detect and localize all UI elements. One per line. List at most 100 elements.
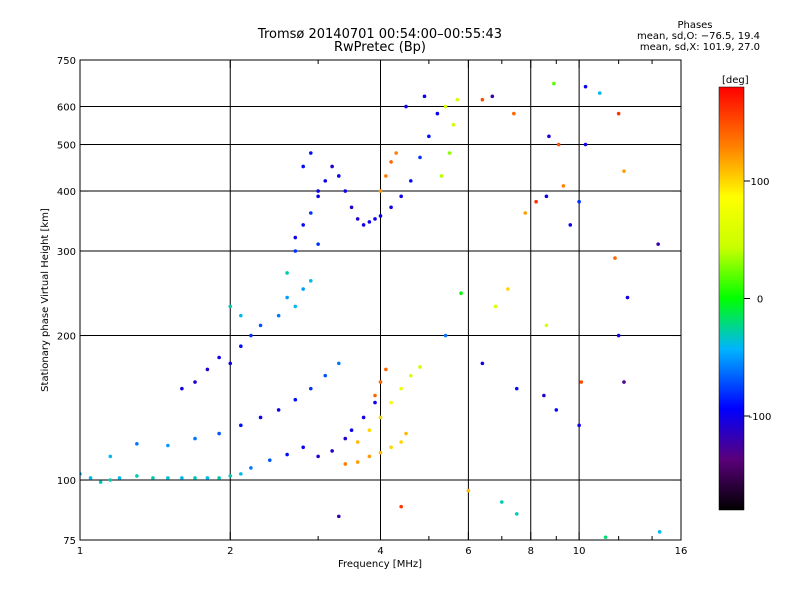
colorbar-tick-label: -100 xyxy=(749,412,772,423)
data-point xyxy=(217,431,221,436)
data-point xyxy=(389,205,393,210)
data-point xyxy=(480,97,485,102)
data-point xyxy=(285,295,289,300)
data-point xyxy=(180,476,184,480)
data-point xyxy=(408,179,413,183)
y-tick-label: 300 xyxy=(57,247,76,258)
data-point xyxy=(389,160,393,164)
data-point xyxy=(384,367,388,372)
data-point xyxy=(301,445,305,450)
data-point xyxy=(293,397,298,402)
data-point xyxy=(193,476,197,480)
data-point xyxy=(249,466,253,470)
x-tick-label: 10 xyxy=(573,546,586,557)
data-point xyxy=(616,111,621,116)
data-point xyxy=(367,220,372,224)
x-tick-label: 16 xyxy=(675,546,688,557)
data-point xyxy=(404,104,408,109)
data-point xyxy=(544,194,549,199)
data-point xyxy=(394,151,398,155)
data-point xyxy=(239,313,243,318)
data-point xyxy=(616,333,621,338)
data-point xyxy=(330,164,334,169)
data-point xyxy=(355,440,360,444)
data-point xyxy=(135,474,139,478)
data-point xyxy=(343,462,348,466)
data-point xyxy=(308,386,313,391)
data-point xyxy=(285,452,289,457)
data-point xyxy=(276,313,281,318)
data-point xyxy=(378,189,383,193)
data-point xyxy=(301,164,305,169)
data-point xyxy=(399,440,403,444)
data-point xyxy=(622,380,626,384)
data-point xyxy=(258,323,263,328)
data-point xyxy=(151,476,155,480)
y-tick-label: 500 xyxy=(57,141,76,152)
data-point xyxy=(308,151,313,155)
colorbar-tick-label: 100 xyxy=(750,177,769,188)
colorbar-tick-label: 0 xyxy=(757,295,763,306)
data-point xyxy=(217,476,221,480)
data-point xyxy=(373,393,377,398)
data-point xyxy=(554,408,559,412)
data-point xyxy=(404,431,408,436)
data-point xyxy=(373,217,377,221)
data-point xyxy=(276,408,281,412)
data-point xyxy=(349,428,354,433)
data-point xyxy=(435,111,440,116)
data-point xyxy=(367,428,372,433)
data-point xyxy=(597,91,602,95)
data-point xyxy=(514,512,519,516)
data-point xyxy=(466,488,471,493)
data-point xyxy=(455,97,460,102)
data-point xyxy=(228,304,233,309)
data-point xyxy=(439,174,444,178)
data-point xyxy=(228,361,233,366)
data-point xyxy=(506,287,510,291)
data-point xyxy=(378,380,383,384)
data-point xyxy=(193,380,197,384)
data-point xyxy=(577,423,581,428)
data-point xyxy=(447,151,452,155)
chart-title: Tromsø 20140701 00:54:00–00:55:43 xyxy=(257,27,503,42)
data-point xyxy=(205,476,210,480)
data-point xyxy=(108,454,113,459)
data-point xyxy=(361,223,366,227)
data-point xyxy=(308,279,313,283)
data-point xyxy=(378,415,383,420)
phase-legend: Phases mean, sd,O: −76.5, 19.4 mean, sd,… xyxy=(590,20,760,53)
colorbar-label: [deg] xyxy=(722,75,749,86)
data-point xyxy=(217,355,221,360)
data-point xyxy=(625,295,630,300)
data-point xyxy=(408,373,413,378)
data-point xyxy=(293,235,298,240)
x-tick-label: 1 xyxy=(77,546,83,557)
data-point xyxy=(443,333,448,338)
data-point xyxy=(422,94,427,99)
data-point xyxy=(343,436,348,441)
colorbar-ticks: 100 0 -100 xyxy=(744,177,771,423)
data-point xyxy=(389,445,393,450)
data-point xyxy=(180,386,184,391)
y-tick-label: 75 xyxy=(63,536,76,547)
data-point xyxy=(337,361,341,366)
data-point xyxy=(399,194,403,199)
data-point xyxy=(577,199,581,204)
data-point xyxy=(285,271,289,275)
data-point xyxy=(330,449,334,453)
data-point xyxy=(583,84,588,89)
data-point xyxy=(205,367,210,372)
data-point xyxy=(135,441,139,446)
x-axis-title: Frequency [MHz] xyxy=(338,559,422,570)
data-point xyxy=(622,169,626,173)
data-point xyxy=(542,393,546,398)
data-point xyxy=(316,242,320,246)
axis-ticks: 1 2 4 6 8 10 16 75 100 200 300 400 500 600 750 xyxy=(57,56,687,557)
data-point xyxy=(514,386,519,391)
data-point xyxy=(490,94,495,99)
chart-subtitle: RwPretec (Bp) xyxy=(333,40,427,55)
data-point xyxy=(249,333,253,338)
data-point xyxy=(361,415,366,420)
phase-legend-x: mean, sd,X: 101.9, 27.0 xyxy=(639,42,760,53)
